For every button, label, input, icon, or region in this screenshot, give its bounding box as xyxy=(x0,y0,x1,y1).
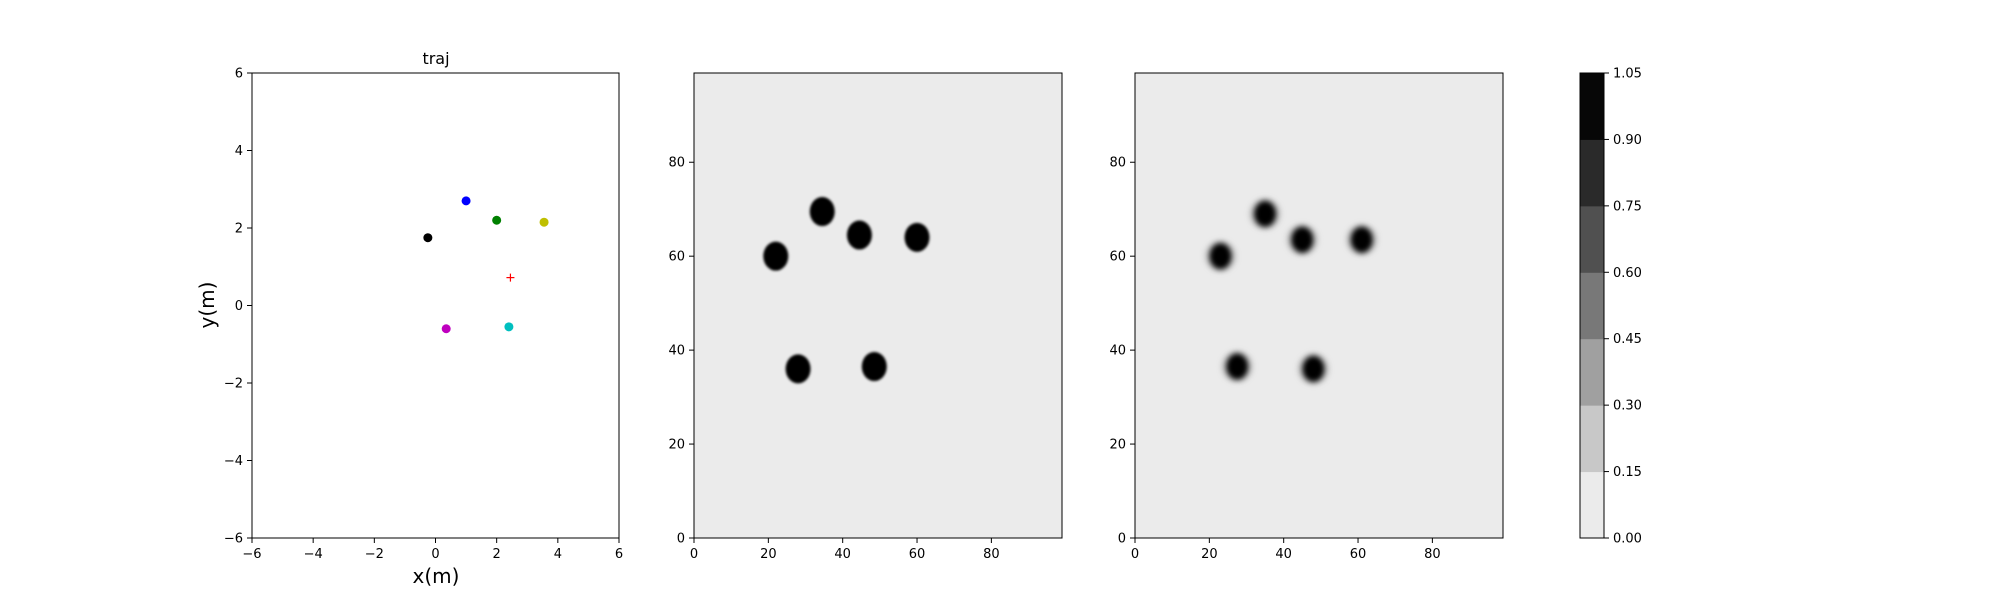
x-tick-label: −6 xyxy=(242,547,261,562)
y-tick-label: 60 xyxy=(668,250,685,265)
obstacle-blob xyxy=(1291,226,1314,253)
agent-point xyxy=(441,324,451,334)
y-tick-label: 20 xyxy=(1109,438,1126,453)
x-tick-label: 60 xyxy=(909,547,926,562)
colorbar-ticks: 0.00 0.15 0.30 0.45 0.60 0.75 0.90 1.05 xyxy=(1604,67,1642,547)
x-tick-label: 0 xyxy=(690,547,698,562)
goal-marker xyxy=(506,273,515,282)
map1-x-ticks: 0 20 40 60 80 xyxy=(690,538,1000,562)
colorbar-tick-label: 0.75 xyxy=(1613,199,1642,214)
y-tick-label: 40 xyxy=(668,344,685,359)
map1-background xyxy=(693,72,1063,539)
y-tick-label: 0 xyxy=(235,299,243,314)
y-tick-label: 60 xyxy=(1109,250,1126,265)
traj-x-axis-label: x(m) xyxy=(413,564,460,588)
x-tick-label: 0 xyxy=(1131,547,1139,562)
colorbar-tick-label: 0.30 xyxy=(1613,399,1642,414)
x-tick-label: 6 xyxy=(615,547,623,562)
obstacle-blob xyxy=(846,220,872,250)
y-tick-label: 80 xyxy=(668,156,685,171)
y-tick-label: −2 xyxy=(224,377,243,392)
colorbar-tick-label: 0.15 xyxy=(1613,465,1642,480)
map2-x-ticks: 0 20 40 60 80 xyxy=(1131,538,1441,562)
colorbar-band xyxy=(1580,272,1604,340)
colorbar-tick-label: 0.00 xyxy=(1613,532,1642,547)
trajectory-panel: traj −6 −4 −2 0 2 4 6 −6 −4 −2 0 2 4 6 x(m) y(m) xyxy=(195,49,623,588)
obstacle-blob xyxy=(785,354,811,384)
colorbar-band xyxy=(1580,205,1604,273)
traj-y-ticks: −6 −4 −2 0 2 4 6 xyxy=(224,67,252,547)
occupancy-map-panel-2: 0 20 40 60 80 0 20 40 60 80 xyxy=(1109,72,1504,562)
traj-x-ticks: −6 −4 −2 0 2 4 6 xyxy=(242,538,623,562)
y-tick-label: 40 xyxy=(1109,344,1126,359)
x-tick-label: 40 xyxy=(834,547,851,562)
colorbar-band xyxy=(1580,338,1604,406)
x-tick-label: −4 xyxy=(304,547,323,562)
x-tick-label: 40 xyxy=(1275,547,1292,562)
traj-points xyxy=(423,196,549,334)
x-tick-label: 2 xyxy=(493,547,501,562)
agent-point xyxy=(492,215,502,225)
obstacle-blob xyxy=(1209,243,1232,270)
y-tick-label: 0 xyxy=(677,532,685,547)
colorbar-frame xyxy=(1579,72,1605,539)
colorbar-band xyxy=(1580,405,1604,473)
colorbar-tick-label: 0.45 xyxy=(1613,332,1642,347)
traj-plot-frame xyxy=(251,72,620,539)
map2-background xyxy=(1134,72,1504,539)
map1-y-ticks: 0 20 40 60 80 xyxy=(668,156,694,547)
x-tick-label: 20 xyxy=(760,547,777,562)
x-tick-label: 0 xyxy=(431,547,439,562)
map2-blobs xyxy=(1204,197,1378,385)
obstacle-blob xyxy=(1254,200,1277,227)
x-tick-label: 80 xyxy=(983,547,1000,562)
occupancy-map-panel-1: 0 20 40 60 80 0 20 40 60 80 xyxy=(668,72,1063,562)
x-tick-label: 80 xyxy=(1424,547,1441,562)
colorbar-band xyxy=(1580,73,1604,140)
colorbar-tick-label: 1.05 xyxy=(1613,67,1642,82)
agent-point xyxy=(504,322,514,332)
colorbar-band xyxy=(1580,471,1604,539)
y-tick-label: 2 xyxy=(235,222,243,237)
x-tick-label: 4 xyxy=(554,547,562,562)
y-tick-label: −6 xyxy=(224,532,243,547)
agent-point xyxy=(539,217,549,227)
y-tick-label: 6 xyxy=(235,67,243,82)
colorbar-tick-label: 0.60 xyxy=(1613,266,1642,281)
obstacle-blob xyxy=(904,222,930,252)
map1-blobs xyxy=(763,197,930,384)
map2-y-ticks: 0 20 40 60 80 xyxy=(1109,156,1135,547)
obstacle-blob xyxy=(861,352,887,382)
colorbar-bands xyxy=(1580,73,1604,539)
x-tick-label: 20 xyxy=(1201,547,1218,562)
y-tick-label: 0 xyxy=(1118,532,1126,547)
obstacle-blob xyxy=(763,241,789,271)
traj-title: traj xyxy=(422,49,449,68)
obstacle-blob xyxy=(1350,226,1373,253)
y-tick-label: 80 xyxy=(1109,156,1126,171)
x-tick-label: −2 xyxy=(365,547,384,562)
y-tick-label: −4 xyxy=(224,454,243,469)
colorbar-tick-label: 0.90 xyxy=(1613,133,1642,148)
x-tick-label: 60 xyxy=(1350,547,1367,562)
colorbar-band xyxy=(1580,139,1604,207)
obstacle-blob xyxy=(1226,353,1249,380)
obstacle-blob xyxy=(809,197,835,227)
y-tick-label: 4 xyxy=(235,144,243,159)
obstacle-blob xyxy=(1302,355,1325,382)
agent-point xyxy=(461,196,471,206)
agent-point xyxy=(423,233,433,243)
colorbar: 0.00 0.15 0.30 0.45 0.60 0.75 0.90 1.05 xyxy=(1579,67,1642,547)
y-tick-label: 20 xyxy=(668,438,685,453)
traj-y-axis-label: y(m) xyxy=(195,282,219,329)
